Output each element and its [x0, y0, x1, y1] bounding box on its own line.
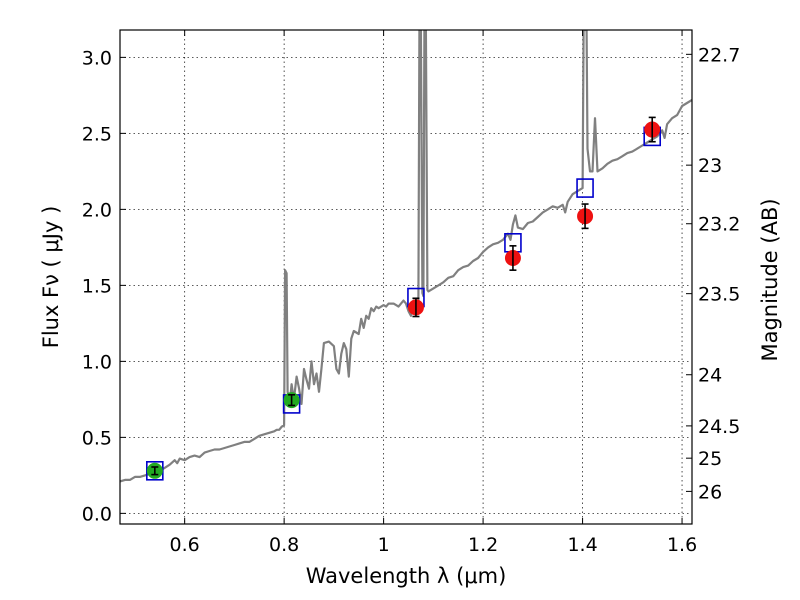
x-tick-label: 1.2 [468, 534, 498, 556]
mag-tick-label: 26 [698, 481, 722, 503]
mag-tick-label: 22.7 [698, 44, 740, 66]
x-tick-label: 0.8 [269, 534, 299, 556]
x-tick-label: 0.6 [170, 534, 200, 556]
mag-tick-label: 23 [698, 155, 722, 177]
y-tick-label: 3.0 [82, 47, 112, 69]
ticks: 0.6 0.8 1 1.2 1.4 1.6 0.0 0.5 1.0 1.5 2.0 2.5 3.0 22.… [82, 30, 740, 556]
y-tick-label: 0.0 [82, 503, 112, 525]
y-tick-label: 1.5 [82, 275, 112, 297]
spectrum-line [120, 30, 692, 483]
x-tick-label: 1 [378, 534, 390, 556]
y-tick-label: 1.0 [82, 351, 112, 373]
mag-tick-label: 24 [698, 365, 722, 387]
marker-layer [146, 116, 662, 481]
mag-tick-label: 23.2 [698, 214, 740, 236]
y-tick-label: 2.0 [82, 199, 112, 221]
plot-area [120, 30, 692, 483]
y2-axis-label: Magnitude (AB) [758, 198, 782, 361]
y-tick-label: 2.5 [82, 123, 112, 145]
mag-tick-label: 23.5 [698, 284, 740, 306]
mag-tick-label: 24.5 [698, 416, 740, 438]
model-photometry-square [576, 178, 594, 198]
x-axis-label: Wavelength λ (μm) [306, 564, 507, 588]
y-tick-label: 0.5 [82, 427, 112, 449]
plot-frame [119, 29, 693, 525]
x-tick-label: 1.6 [667, 534, 697, 556]
spectrum-layer [120, 30, 692, 483]
mag-tick-label: 25 [698, 448, 722, 470]
y-axis-label: Flux Fν ( μJy ) [39, 206, 63, 349]
x-tick-label: 1.4 [567, 534, 597, 556]
